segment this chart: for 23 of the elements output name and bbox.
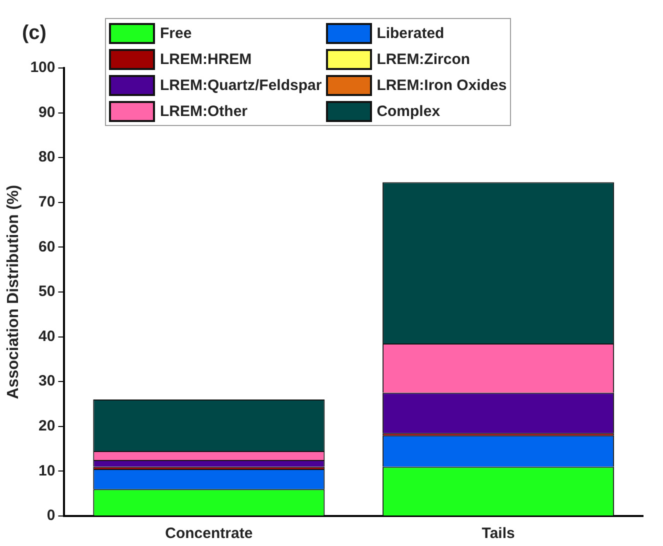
chart-title: (c) <box>22 22 46 45</box>
y-tick-label: 90 <box>38 104 56 121</box>
legend-label: LREM:Zircon <box>376 50 470 68</box>
y-tick-label: 30 <box>38 372 56 390</box>
legend-label: Liberated <box>376 24 444 42</box>
x-tick-label: Tails <box>482 525 515 542</box>
y-tick-label: 70 <box>38 194 56 211</box>
y-tick-label: 50 <box>38 283 56 300</box>
x-tick-label: Concentrate <box>165 525 253 542</box>
y-tick-label: 80 <box>38 148 56 166</box>
y-tick-label: 0 <box>46 507 56 524</box>
legend-label: LREM:HREM <box>160 50 252 68</box>
y-tick-label: 60 <box>38 238 56 256</box>
y-tick-label: 10 <box>38 462 56 480</box>
legend-label: Free <box>160 24 192 42</box>
legend-label: LREM:Other <box>160 102 248 120</box>
legend-label: LREM:Iron Oxides <box>376 76 507 94</box>
y-axis-title: Association Distribution (%) <box>5 184 22 400</box>
y-tick-label: 100 <box>30 59 56 76</box>
legend-label: LREM:Quartz/Feldspar <box>160 76 322 94</box>
y-tick-label: 40 <box>38 328 56 345</box>
legend-label: Complex <box>376 102 440 120</box>
y-tick-label: 20 <box>38 418 56 435</box>
